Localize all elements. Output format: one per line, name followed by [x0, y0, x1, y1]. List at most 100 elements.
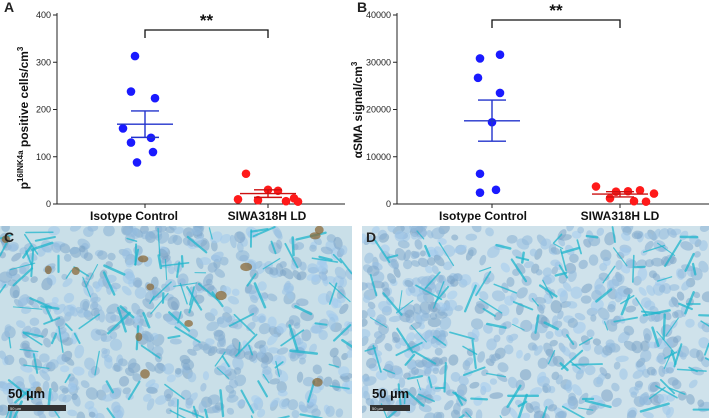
- stroma-fiber: [632, 254, 635, 283]
- stroma-fiber: [560, 246, 581, 255]
- nucleus: [667, 228, 677, 238]
- stroma-fiber: [449, 331, 475, 340]
- stroma-fiber: [284, 242, 299, 269]
- micrograph-d-scale-bar: [370, 405, 410, 411]
- nucleus: [567, 396, 578, 406]
- nucleus: [516, 349, 523, 359]
- stroma-fiber: [134, 243, 138, 266]
- nucleus: [658, 228, 670, 240]
- nucleus: [187, 371, 197, 383]
- chart-a-point: [150, 93, 160, 103]
- nucleus: [84, 400, 95, 410]
- nucleus: [657, 352, 667, 365]
- stroma-fiber: [404, 353, 416, 366]
- nucleus: [581, 283, 593, 294]
- nucleus: [580, 295, 592, 304]
- stroma-fiber: [257, 380, 268, 398]
- stroma-fiber: [150, 292, 169, 315]
- chart-a-point: [148, 147, 158, 157]
- nucleus: [42, 380, 50, 392]
- stroma-fiber: [103, 264, 126, 276]
- stroma-fiber: [382, 368, 396, 375]
- nucleus: [118, 358, 128, 367]
- nucleus: [362, 335, 369, 347]
- nucleus: [540, 238, 552, 250]
- chart-a-ytick-label: 0: [46, 199, 51, 209]
- nucleus: [296, 371, 304, 383]
- chart-b-ylabel-sup: 3: [350, 61, 359, 66]
- nucleus: [652, 283, 665, 296]
- nucleus: [613, 361, 621, 370]
- nucleus: [174, 367, 182, 375]
- stroma-fiber: [19, 348, 39, 353]
- nucleus: [71, 393, 78, 401]
- nucleus: [506, 276, 515, 287]
- nucleus: [686, 394, 695, 405]
- nucleus: [467, 247, 477, 257]
- stroma-fiber: [640, 310, 661, 315]
- stroma-fiber: [520, 251, 525, 264]
- nucleus: [639, 349, 652, 363]
- stroma-fiber: [651, 326, 660, 348]
- nucleus: [363, 376, 377, 386]
- nucleus: [525, 402, 534, 413]
- stroma-fiber: [178, 407, 205, 418]
- nucleus: [267, 293, 278, 302]
- nucleus: [397, 240, 410, 249]
- chart-b-ytick-label: 20000: [366, 105, 391, 115]
- nucleus: [611, 273, 625, 287]
- nucleus: [663, 338, 674, 348]
- nucleus: [167, 296, 180, 311]
- nucleus: [364, 252, 374, 264]
- nucleus: [698, 260, 709, 273]
- nucleus: [424, 412, 436, 418]
- nucleus: [419, 250, 427, 257]
- stroma-fiber: [413, 350, 437, 365]
- nucleus: [543, 342, 554, 356]
- nucleus: [378, 323, 389, 335]
- nucleus: [481, 369, 489, 376]
- nucleus: [485, 227, 494, 237]
- stroma-fiber: [541, 406, 548, 418]
- nucleus: [447, 290, 458, 300]
- stroma-fiber: [416, 230, 425, 240]
- stroma-fiber: [485, 372, 507, 378]
- nucleus: [427, 257, 436, 266]
- nucleus: [362, 310, 368, 319]
- nucleus: [158, 248, 169, 261]
- chart-b-point: [473, 73, 483, 83]
- nucleus: [210, 231, 223, 244]
- nucleus: [430, 356, 441, 367]
- chart-a-point: [132, 158, 142, 167]
- nucleus: [38, 353, 50, 363]
- nucleus: [371, 349, 383, 357]
- nucleus: [333, 236, 343, 250]
- nucleus: [486, 338, 497, 351]
- nucleus: [626, 409, 637, 418]
- stroma-fiber: [369, 273, 378, 297]
- nucleus: [445, 299, 458, 312]
- stroma-fiber: [659, 378, 676, 395]
- nucleus: [406, 332, 416, 343]
- stroma-fiber: [238, 341, 241, 354]
- stroma-fiber: [569, 360, 581, 370]
- nucleus: [294, 242, 305, 250]
- chart-b-point: [629, 196, 639, 206]
- stroma-fiber: [547, 349, 556, 365]
- nucleus: [444, 400, 454, 411]
- nucleus: [83, 226, 94, 238]
- nucleus: [535, 269, 543, 276]
- nucleus: [132, 373, 142, 382]
- nucleus: [567, 318, 578, 328]
- nucleus: [424, 366, 432, 377]
- nucleus: [260, 362, 269, 369]
- nucleus: [165, 408, 172, 415]
- stroma-fiber: [211, 291, 224, 308]
- nucleus: [306, 273, 315, 281]
- stroma-fiber: [127, 380, 141, 401]
- nucleus: [658, 365, 666, 378]
- stroma-fiber: [432, 281, 445, 309]
- nucleus: [24, 351, 32, 358]
- nucleus: [471, 226, 482, 233]
- nucleus: [378, 233, 390, 243]
